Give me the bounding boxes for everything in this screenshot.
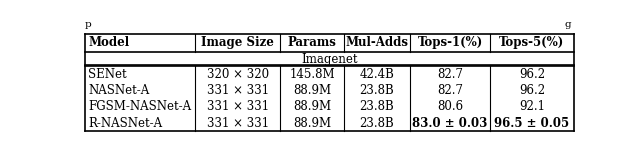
Text: Image Size: Image Size xyxy=(201,37,274,49)
Text: 331 × 331: 331 × 331 xyxy=(207,84,269,97)
Text: 23.8B: 23.8B xyxy=(360,84,394,97)
Text: SENet: SENet xyxy=(88,68,127,81)
Text: 83.0 ± 0.03: 83.0 ± 0.03 xyxy=(412,117,488,130)
Text: 82.7: 82.7 xyxy=(437,68,463,81)
Text: Model: Model xyxy=(88,37,129,49)
Text: 96.2: 96.2 xyxy=(519,84,545,97)
Text: 80.6: 80.6 xyxy=(437,100,463,113)
Text: Tops-1(%): Tops-1(%) xyxy=(417,37,483,49)
Text: 88.9M: 88.9M xyxy=(293,117,332,130)
Text: 331 × 331: 331 × 331 xyxy=(207,117,269,130)
Text: Imagenet: Imagenet xyxy=(301,53,358,66)
Text: 23.8B: 23.8B xyxy=(360,117,394,130)
Text: Tops-5(%): Tops-5(%) xyxy=(499,37,564,49)
Text: 96.2: 96.2 xyxy=(519,68,545,81)
Text: NASNet-A: NASNet-A xyxy=(88,84,150,97)
Text: 320 × 320: 320 × 320 xyxy=(207,68,269,81)
Text: g: g xyxy=(564,20,571,29)
Text: 82.7: 82.7 xyxy=(437,84,463,97)
Text: Params: Params xyxy=(288,37,337,49)
Text: 145.8M: 145.8M xyxy=(289,68,335,81)
Text: 331 × 331: 331 × 331 xyxy=(207,100,269,113)
Text: FGSM-NASNet-A: FGSM-NASNet-A xyxy=(88,100,191,113)
Text: Mul-Adds: Mul-Adds xyxy=(346,37,408,49)
Text: 88.9M: 88.9M xyxy=(293,100,332,113)
Text: 88.9M: 88.9M xyxy=(293,84,332,97)
Text: p: p xyxy=(85,20,92,29)
Text: 92.1: 92.1 xyxy=(519,100,545,113)
Text: 96.5 ± 0.05: 96.5 ± 0.05 xyxy=(495,117,570,130)
Text: R-NASNet-A: R-NASNet-A xyxy=(88,117,163,130)
Text: 23.8B: 23.8B xyxy=(360,100,394,113)
Text: 42.4B: 42.4B xyxy=(360,68,394,81)
